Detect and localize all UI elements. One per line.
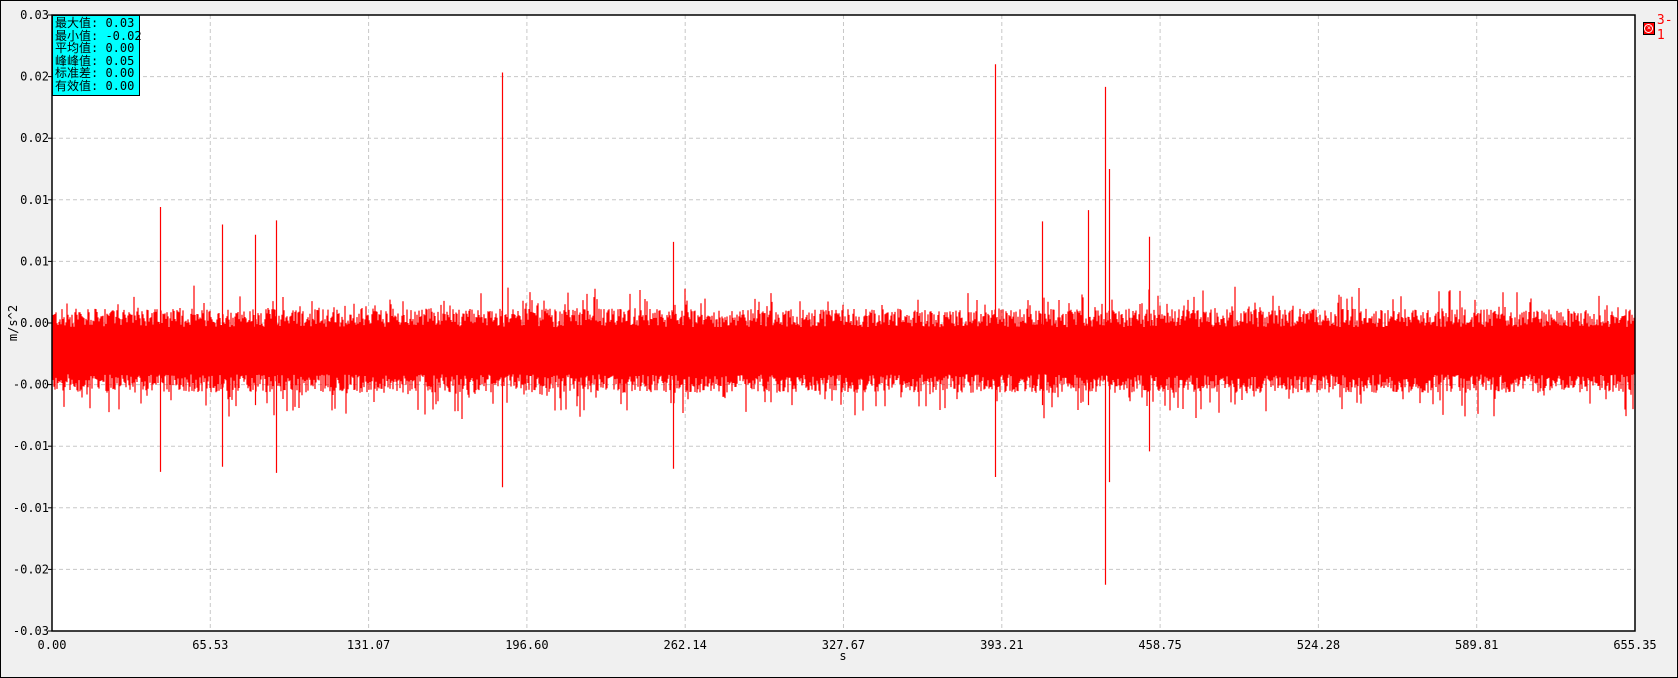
stat-value: 0.03 <box>98 16 135 30</box>
y-tick-label: 0.02 <box>20 70 49 84</box>
stat-value: 0.05 <box>98 53 135 68</box>
y-tick-label: -0.02 <box>13 562 49 576</box>
x-tick-label: 262.14 <box>664 638 707 652</box>
y-tick-label: -0.01 <box>13 439 49 453</box>
stat-label: 峰峰值: <box>55 53 99 68</box>
y-tick-label: 0.00 <box>20 316 49 330</box>
x-tick-label: 0.00 <box>38 638 67 652</box>
stat-row: 最小值: -0.02 <box>55 28 142 43</box>
y-tick-label: 0.01 <box>20 254 49 268</box>
stat-label: 最大值: <box>55 16 99 30</box>
series-3-1 <box>52 64 1635 585</box>
y-tick-label: -0.03 <box>13 624 49 638</box>
x-axis-label: s <box>839 649 846 663</box>
signal-envelope <box>52 285 1635 419</box>
x-tick-label: 65.53 <box>192 638 228 652</box>
y-tick-label: 0.03 <box>20 8 49 22</box>
x-tick-label: 131.07 <box>347 638 390 652</box>
stat-value: 0.00 <box>98 78 135 93</box>
stat-label: 最小值: <box>55 28 99 43</box>
y-tick-label: -0.01 <box>13 501 49 515</box>
y-tick-label: 0.02 <box>20 131 49 145</box>
x-axis: 0.00 65.53 131.07 196.60 262.14 327.67 393.21 4… <box>38 638 1657 652</box>
close-circle-icon[interactable]: × <box>1643 21 1655 35</box>
stat-value: 0.00 <box>98 66 135 81</box>
statistics-box: 最大值: 0.03 最小值: -0.02 平均值: 0.00 峰峰值: 0.05 标准差… <box>52 15 142 96</box>
stat-label: 标准差: <box>55 66 99 81</box>
stat-value: 0.00 <box>98 41 135 56</box>
stat-row: 最大值: 0.03 <box>55 17 139 30</box>
x-tick-label: 589.81 <box>1455 638 1498 652</box>
legend[interactable]: × 3-1 <box>1643 13 1678 43</box>
y-axis: 0.03 0.02 0.02 0.01 0.01 0.00 -0.00 -0.01 -0.01 -… <box>13 8 52 638</box>
y-axis-label: m/s^2 <box>6 305 20 341</box>
x-tick-label: 655.35 <box>1613 638 1656 652</box>
stat-row: 平均值: 0.00 <box>55 42 139 55</box>
stat-label: 平均值: <box>55 41 99 56</box>
stat-row: 有效值: 0.00 <box>55 80 139 93</box>
legend-label: 3-1 <box>1656 13 1673 43</box>
x-tick-label: 327.67 <box>822 638 865 652</box>
x-tick-label: 196.60 <box>505 638 548 652</box>
stat-row: 峰峰值: 0.05 <box>55 53 139 68</box>
x-tick-label: 393.21 <box>980 638 1023 652</box>
stat-value: -0.02 <box>98 28 142 43</box>
x-tick-label: 458.75 <box>1138 638 1181 652</box>
y-tick-label: 0.01 <box>20 193 49 207</box>
stat-row: 标准差: 0.00 <box>55 67 139 80</box>
stat-label: 有效值: <box>55 78 99 93</box>
y-tick-label: -0.00 <box>13 378 49 392</box>
x-tick-label: 524.28 <box>1297 638 1340 652</box>
